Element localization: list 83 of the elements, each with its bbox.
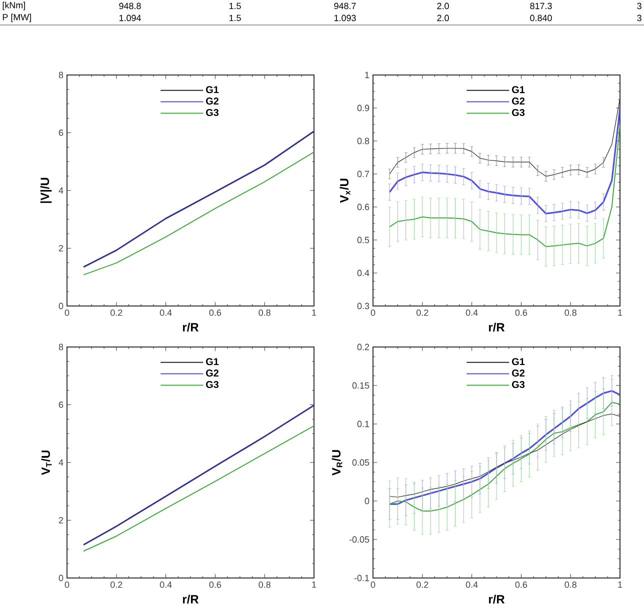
x-tick-label: 0.2 <box>110 310 122 316</box>
y-tick-label: 0.7 <box>357 170 370 178</box>
x-tick-label: 0 <box>64 582 70 588</box>
y-axis-title: |V|/U <box>40 178 52 203</box>
y-tick-label: 0.15 <box>352 382 370 389</box>
legend-label: G2 <box>206 370 219 377</box>
x-tick-label: 1 <box>618 310 622 316</box>
x-tick-label: 0.2 <box>110 582 122 588</box>
legend-label: G3 <box>206 380 219 388</box>
x-tick-label: 1 <box>618 582 622 588</box>
y-axis-title: V$_{x}$/U <box>340 178 350 203</box>
legend-label: G2 <box>206 98 219 105</box>
y-tick-label: 0 <box>364 498 370 504</box>
text: 1.094 <box>119 14 141 22</box>
y-tick-label: 1 <box>365 72 370 78</box>
text: 1.5 <box>229 2 241 10</box>
y-tick-label: 2 <box>58 245 64 252</box>
text: 0.840 <box>530 14 552 22</box>
text: 1.5 <box>229 14 241 22</box>
text: 2.0 <box>437 14 449 22</box>
legend-label: G2 <box>512 98 525 105</box>
x-axis-title: r/R <box>488 322 505 332</box>
y-tick-label: 0.6 <box>357 204 370 210</box>
y-tick-label: 0.9 <box>357 104 370 112</box>
y-tick-label: 4 <box>58 459 64 466</box>
x-tick-label: 0.6 <box>209 310 222 316</box>
text: P [MW] <box>2 14 31 22</box>
y-tick-label: 0.05 <box>352 459 370 466</box>
y-tick-label: 0.5 <box>357 236 370 244</box>
legend-label: G1 <box>206 358 219 366</box>
x-tick-label: 0.4 <box>160 582 172 588</box>
legend-label: G3 <box>206 108 219 116</box>
y-tick-label: 0.4 <box>357 270 370 276</box>
text: 1.093 <box>334 14 356 22</box>
text: 3 <box>637 14 642 22</box>
x-tick-label: 0 <box>64 310 70 316</box>
x-tick-label: 0.4 <box>466 310 478 316</box>
text: 3 <box>637 2 642 10</box>
y-tick-label: -0.05 <box>349 536 370 543</box>
x-tick-label: 0.6 <box>515 582 528 588</box>
y-tick-label: 8 <box>58 344 64 350</box>
x-tick-label: 0.8 <box>564 582 576 588</box>
y-tick-label: 0 <box>58 302 64 310</box>
text: [kNm] <box>2 2 25 10</box>
legend-label: G3 <box>512 108 525 116</box>
y-axis-title: V$_{R}$/U <box>332 450 342 476</box>
x-axis-title: r/R <box>488 594 505 604</box>
x-tick-label: 0.8 <box>564 310 576 316</box>
x-tick-label: 0.2 <box>416 310 428 316</box>
y-tick-label: 6 <box>58 402 64 408</box>
legend-label: G1 <box>206 86 219 94</box>
legend-label: G2 <box>512 370 525 377</box>
legend-label: G3 <box>512 380 525 388</box>
y-tick-label: 0.8 <box>357 138 370 144</box>
text: 948.7 <box>334 2 356 10</box>
y-tick-label: 0 <box>58 574 64 582</box>
y-tick-label: 0.2 <box>357 344 370 350</box>
y-tick-label: 0.3 <box>357 302 370 310</box>
x-axis-title: r/R <box>182 322 199 332</box>
y-tick-label: 8 <box>58 72 64 78</box>
x-tick-label: 0.8 <box>258 582 270 588</box>
y-tick-label: 0.1 <box>357 420 370 428</box>
x-tick-label: 0.4 <box>466 582 478 588</box>
legend-label: G1 <box>512 358 525 366</box>
text: 2.0 <box>437 2 449 10</box>
x-tick-label: 0 <box>370 582 376 588</box>
x-tick-label: 1 <box>312 310 316 316</box>
x-axis-title: r/R <box>182 594 199 604</box>
y-tick-label: 4 <box>58 187 64 194</box>
x-tick-label: 0.2 <box>416 582 428 588</box>
legend-label: G1 <box>512 86 525 94</box>
text: 817.3 <box>530 2 552 10</box>
text: 948.8 <box>119 2 141 10</box>
x-tick-label: 0.6 <box>515 310 528 316</box>
x-tick-label: 1 <box>312 582 316 588</box>
y-axis-title: V$_{T}$/U <box>41 450 52 476</box>
x-tick-label: 0.4 <box>160 310 172 316</box>
y-tick-label: 6 <box>58 130 64 136</box>
y-tick-label: 2 <box>58 517 64 524</box>
y-tick-label: -0.1 <box>354 574 370 582</box>
x-tick-label: 0 <box>370 310 376 316</box>
x-tick-label: 0.6 <box>209 582 222 588</box>
x-tick-label: 0.8 <box>258 310 270 316</box>
